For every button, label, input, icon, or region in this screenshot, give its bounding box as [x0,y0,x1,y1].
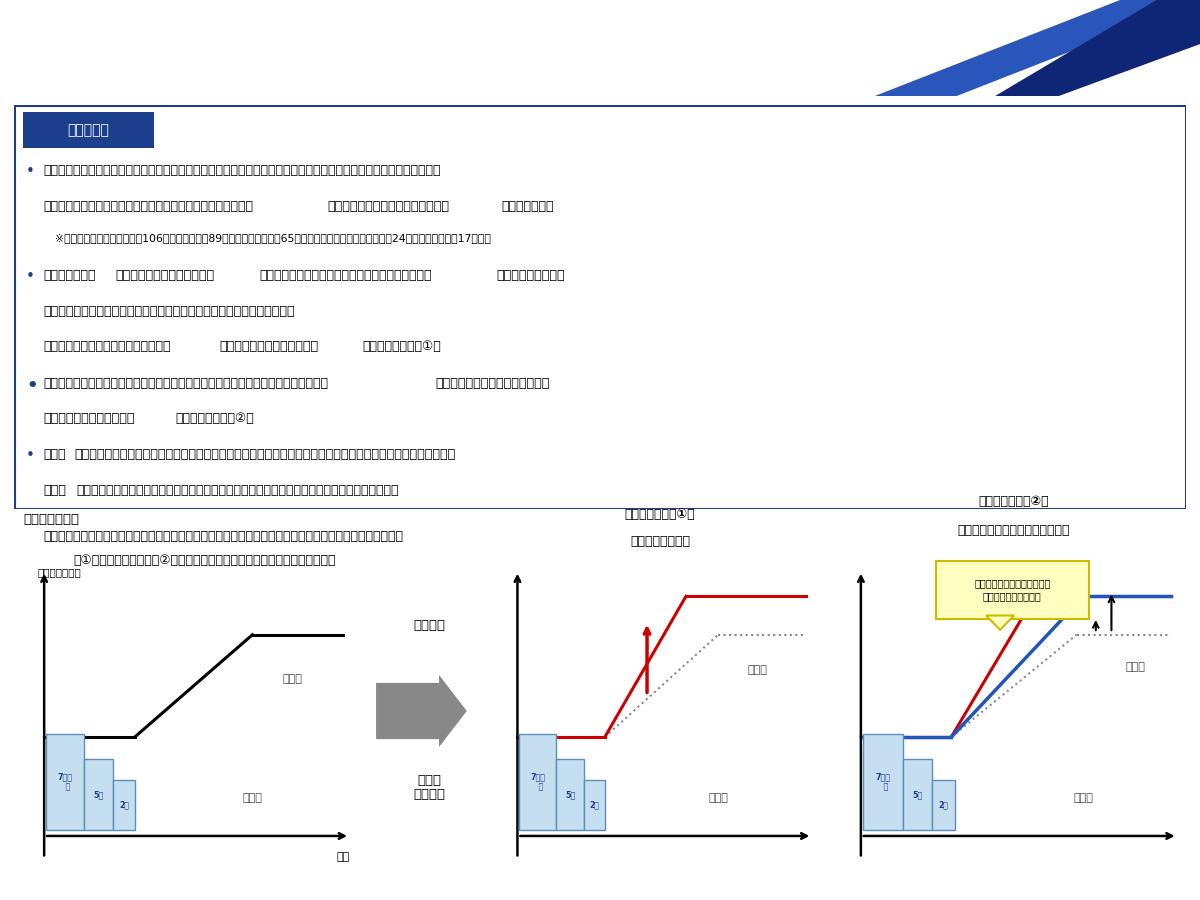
Text: ①保険料率の引上げ　②保険料率及び賦課限度額の引上げ　を行った場合: ①保険料率の引上げ ②保険料率及び賦課限度額の引上げ を行った場合 [73,554,336,567]
Text: 保険料率の引上げ: 保険料率の引上げ [630,536,690,548]
Text: 中間所得層の負担に配慮した
保険料率の設定が可能: 中間所得層の負担に配慮した 保険料率の設定が可能 [974,579,1050,601]
Text: 応益分: 応益分 [708,793,728,803]
Text: 保険料率及び賦課限度額の引上げ: 保険料率及び賦課限度額の引上げ [958,524,1070,537]
Text: 応益分: 応益分 [242,793,263,803]
Text: 2割: 2割 [938,800,949,809]
Text: 保険料
必要額増: 保険料 必要額増 [413,773,445,802]
Text: 保険料負担の上限を引き上げれば、高所得層により多く負担いただくこととなるが、: 保険料負担の上限を引き上げれば、高所得層により多く負担いただくこととなるが、 [43,377,329,390]
Text: 医療給付費等が増加する中で: 医療給付費等が増加する中で [116,269,215,283]
Text: •: • [26,377,37,395]
Bar [863,734,902,830]
Text: 応能分: 応能分 [1126,662,1146,671]
Text: 者の納付意欲に与える影響や、円滑な運営を確保する観点から: 者の納付意欲に与える影響や、円滑な運営を確保する観点から [43,200,253,213]
Text: ※　令和６年度賦課限度額：106万円（医療分：89万円（基礎賦課額：65万円、後期高齢者支援金賦課額：24万円）、介護分：17万円）: ※ 令和６年度賦課限度額：106万円（医療分：89万円（基礎賦課額：65万円、後… [55,233,491,243]
Polygon shape [986,616,1014,630]
Text: 被保険者の保険料負担に一定の限度: 被保険者の保険料負担に一定の限度 [328,200,449,213]
Text: 2割: 2割 [119,800,130,809]
Text: 5割: 5割 [94,790,104,799]
Text: 所得: 所得 [336,851,350,861]
Text: 保険料負担の上限を: 保険料負担の上限を [496,269,565,283]
FancyArrow shape [376,675,467,747]
Text: 、被保険者の所得が十分に伸びない状況において、: 、被保険者の所得が十分に伸びない状況において、 [259,269,432,283]
Bar [557,760,584,830]
Text: 中間所得層の負担が重くなる: 中間所得層の負担が重くなる [218,340,318,354]
Text: 保険料（税）額: 保険料（税）額 [37,568,82,578]
Text: 、高所得層の負担は変わらない中で、: 、高所得層の負担は変わらない中で、 [43,340,172,354]
Text: 応能分: 応能分 [748,665,767,675]
Bar [584,780,605,830]
Text: 【イメージ図】: 【イメージ図】 [24,513,79,526]
Text: 7割軽
  減: 7割軽 減 [58,772,73,791]
Bar [84,760,113,830]
Text: 保険料の設定が可能となる: 保険料の設定が可能となる [43,412,136,425]
Text: 基礎的事項: 基礎的事項 [67,123,109,137]
Text: 引き上げずに、保険料率の引上げにより必要な保険料収入を確保した場合: 引き上げずに、保険料率の引上げにより必要な保険料収入を確保した場合 [43,305,295,318]
Text: 国民健康保険料（税）の賦課限度額について（概要）: 国民健康保険料（税）の賦課限度額について（概要） [22,43,403,69]
Text: 医療費増: 医療費増 [413,619,445,632]
Text: 2割: 2割 [589,800,600,809]
Text: 医療保険制度では、保険料負担は、負担能力に応じた公平なものとする必要があるが、受益との関連において、被保険: 医療保険制度では、保険料負担は、負担能力に応じた公平なものとする必要があるが、受… [43,164,442,176]
Text: とから: とから [43,484,66,497]
Bar [520,734,557,830]
Text: 中間所得層の被保険者に配慮した: 中間所得層の被保険者に配慮した [436,377,550,390]
Text: 【イメージ図：①】: 【イメージ図：①】 [625,508,695,521]
Text: 5割: 5割 [912,790,923,799]
Text: 応能分: 応能分 [283,674,302,684]
Text: ・医療費が増加し、確保すべき保険料収入額が増加した場合において、必要な保険料収入を確保するため、: ・医療費が増加し、確保すべき保険料収入額が増加した場合において、必要な保険料収入… [43,530,403,543]
Text: •: • [26,269,35,284]
FancyBboxPatch shape [936,562,1088,618]
Text: 、引き上げに当たっては、市町村の意見等を踏まえ、引き上げ幅や時期を判断する必要がある。: 、引き上げに当たっては、市町村の意見等を踏まえ、引き上げ幅や時期を判断する必要が… [77,484,400,497]
Text: 一方、: 一方、 [43,448,66,462]
Text: 応益分: 応益分 [1074,793,1093,803]
Text: 7割軽
  減: 7割軽 減 [530,772,545,791]
Text: 5割: 5割 [565,790,575,799]
Text: 。【イメージ図：②】: 。【イメージ図：②】 [175,412,254,425]
Text: 【イメージ図：②】: 【イメージ図：②】 [979,496,1049,508]
Text: 7割軽
  減: 7割軽 減 [875,772,890,791]
Bar [113,780,134,830]
Bar [23,112,154,148]
Text: 。【イメージ図：①】: 。【イメージ図：①】 [362,340,440,354]
Text: •: • [26,448,35,464]
Polygon shape [876,0,1200,96]
Text: 高齢化等により: 高齢化等により [43,269,96,283]
Text: 低中所得層の多い市町村においては、相対的に所得の低い世帯の保険料額が賦課限度額に到達することもあるこ: 低中所得層の多い市町村においては、相対的に所得の低い世帯の保険料額が賦課限度額に… [74,448,456,462]
Bar [932,780,955,830]
Bar [46,734,84,830]
Polygon shape [996,0,1200,96]
Text: •: • [26,164,35,179]
Bar [902,760,932,830]
Text: を設けている。: を設けている。 [502,200,554,213]
